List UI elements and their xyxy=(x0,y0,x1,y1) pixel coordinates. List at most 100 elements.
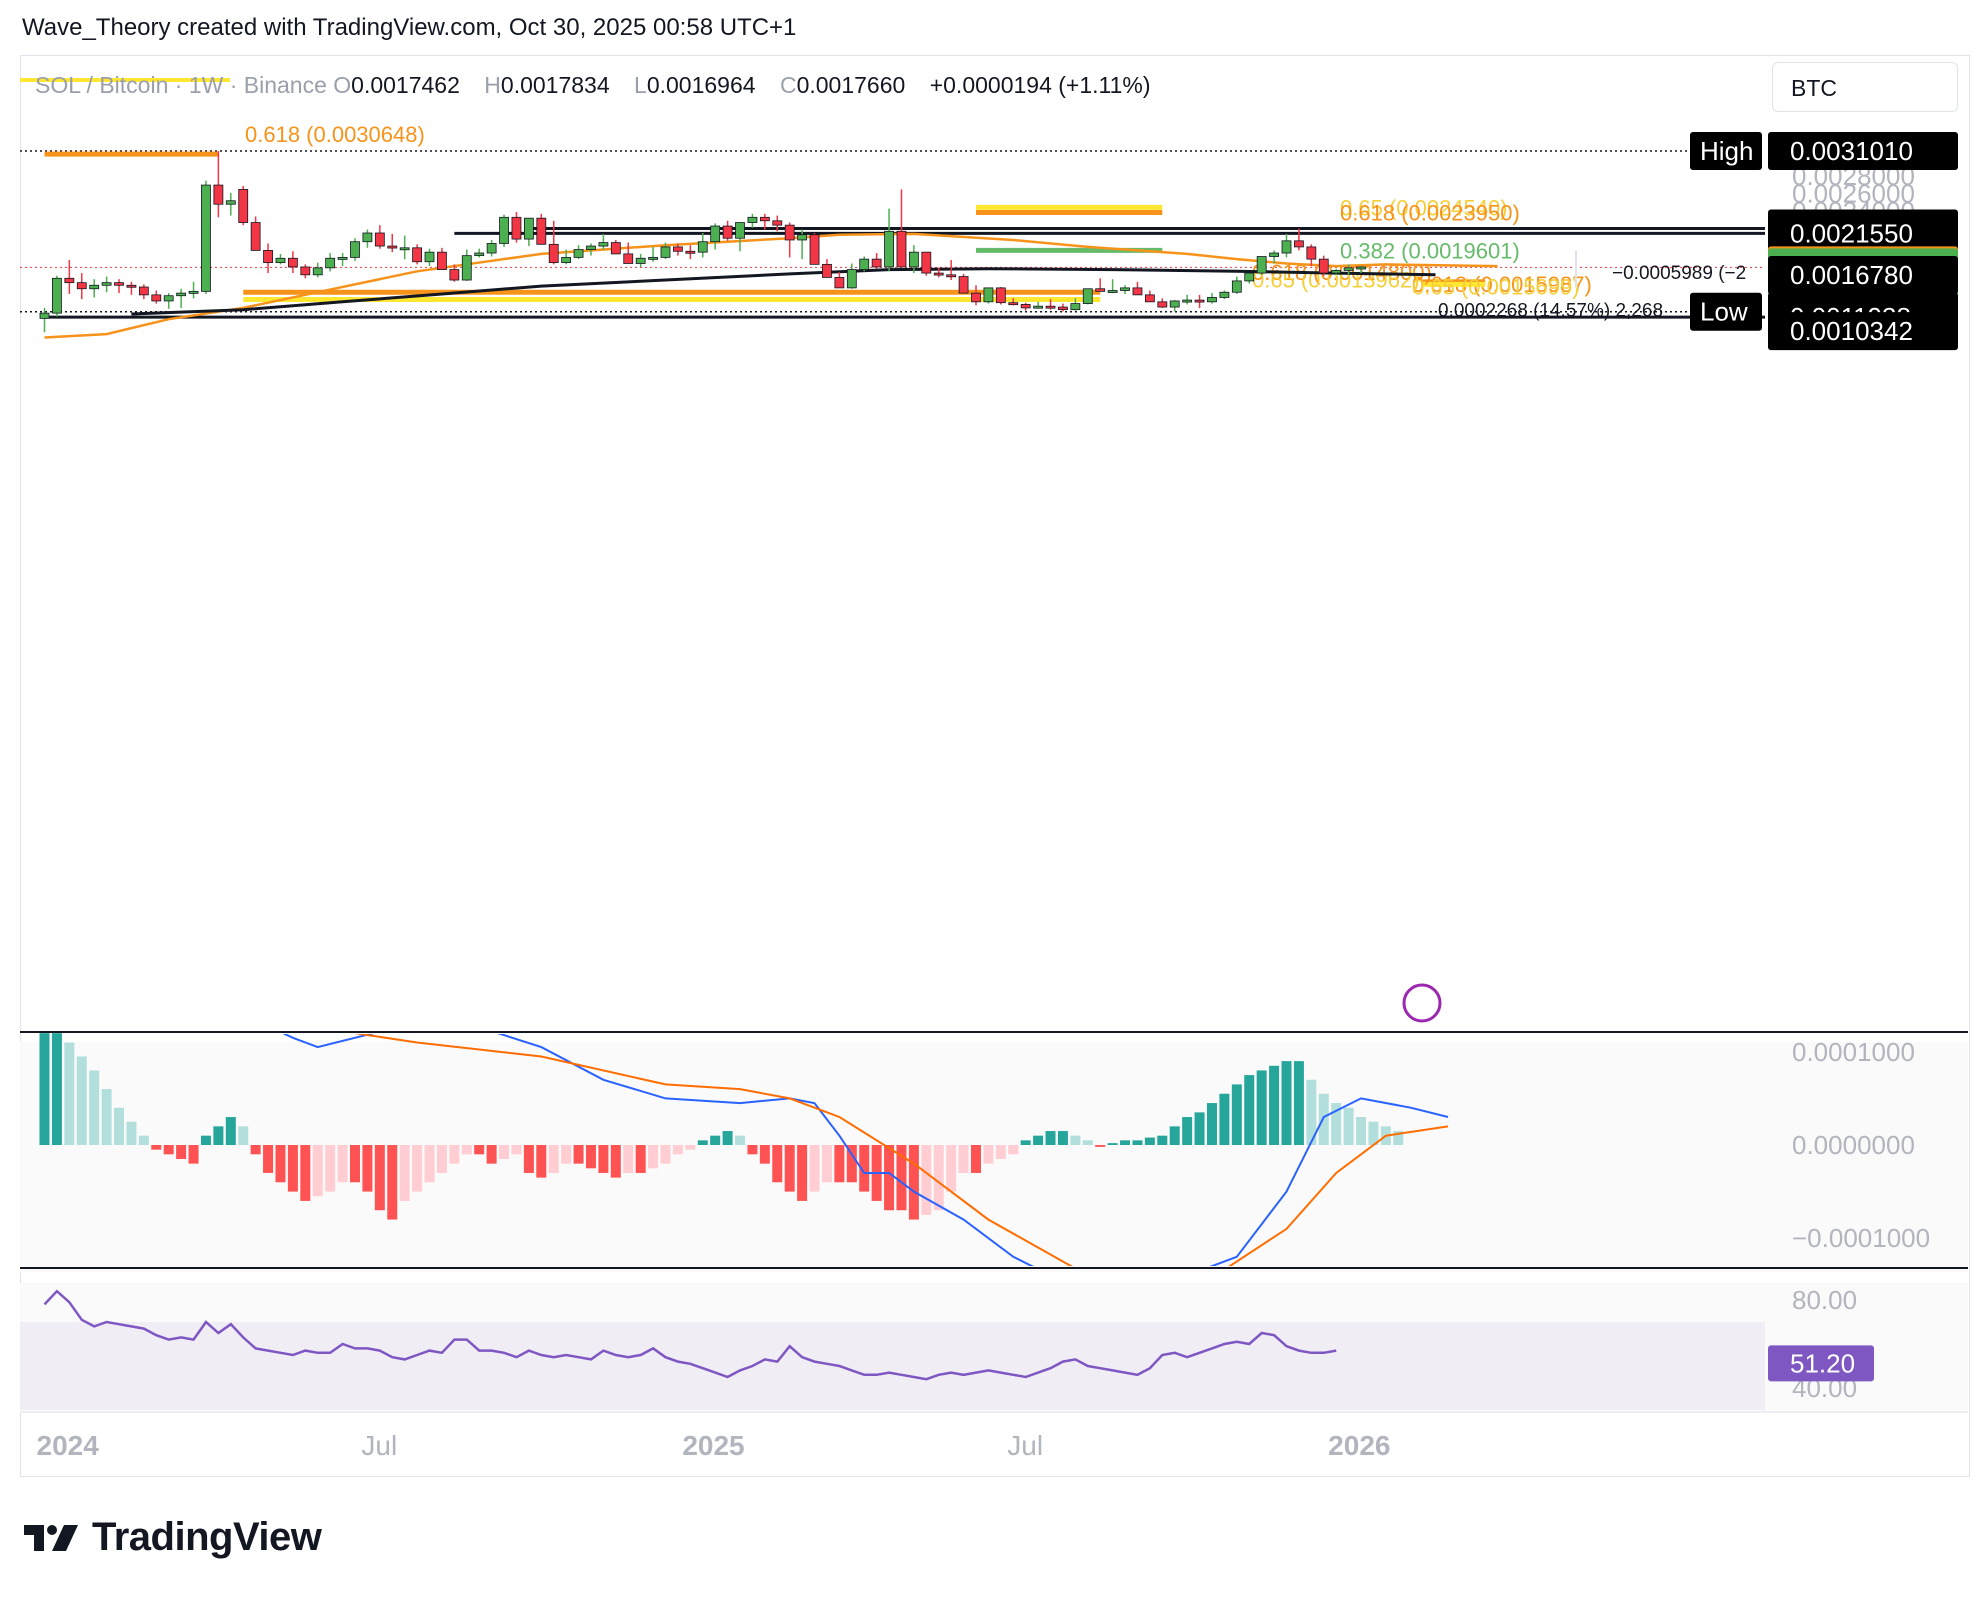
macd-histogram-bar xyxy=(884,1145,895,1211)
macd-histogram-bar xyxy=(1269,1065,1280,1145)
macd-histogram-bar xyxy=(39,1033,50,1145)
candle-down xyxy=(995,287,1006,304)
macd-histogram-bar xyxy=(337,1145,348,1183)
tradingview-logo-icon xyxy=(24,1525,78,1551)
macd-histogram-bar xyxy=(486,1145,497,1164)
candle-down xyxy=(263,250,273,264)
candle-down xyxy=(673,246,683,252)
candle-up xyxy=(1231,280,1242,293)
open-value: 0.0017462 xyxy=(351,72,460,98)
macd-histogram-bar xyxy=(350,1145,360,1183)
fib-level-label: 0.65 (0.0015699) xyxy=(1412,274,1580,299)
macd-histogram-bar xyxy=(64,1042,75,1145)
candle-up xyxy=(1120,287,1130,291)
candle-up xyxy=(859,258,870,270)
candle-down xyxy=(759,216,770,222)
candle-up xyxy=(598,242,609,247)
close-label: C xyxy=(779,72,797,98)
macd-histogram-bar xyxy=(821,1145,832,1183)
candle-up xyxy=(884,230,894,268)
macd-histogram-bar xyxy=(1033,1135,1044,1145)
macd-histogram-bar xyxy=(809,1145,820,1192)
candle-up xyxy=(648,256,658,260)
candle-up xyxy=(846,269,857,289)
measure-label: 0.0002268 (14.57%) 2,268 xyxy=(1438,300,1663,321)
macd-histogram-bar xyxy=(1244,1075,1255,1145)
candle-down xyxy=(449,269,460,281)
macd-histogram-bar xyxy=(561,1145,572,1164)
macd-histogram-bar xyxy=(672,1145,683,1155)
time-axis-label: 2025 xyxy=(682,1430,744,1461)
candle-up xyxy=(1033,305,1043,309)
macd-histogram-bar xyxy=(573,1145,584,1164)
price-axis-badge-value: 0.0031010 xyxy=(1790,136,1913,166)
flash-icon xyxy=(1402,983,1442,1023)
candle-down xyxy=(822,263,832,278)
candle-up xyxy=(660,246,671,258)
rsi-line xyxy=(43,1289,1337,1381)
candle-up xyxy=(337,256,348,260)
fib-level-label: 0.618 (0.0023950) xyxy=(1340,201,1520,226)
candle-down xyxy=(126,284,137,288)
macd-tick-label: −0.0001000 xyxy=(1792,1223,1930,1253)
macd-histogram-bar xyxy=(908,1145,919,1220)
candle-up xyxy=(909,251,919,268)
candle-up xyxy=(635,257,646,264)
candle-up xyxy=(424,251,435,263)
candle-up xyxy=(1070,303,1081,311)
macd-histogram-bar xyxy=(163,1145,174,1155)
symbol-name[interactable]: SOL / Bitcoin · 1W · Binance xyxy=(35,72,327,98)
macd-histogram-bar xyxy=(511,1145,522,1155)
macd-histogram-bar xyxy=(1120,1140,1131,1145)
macd-histogram-bar xyxy=(1020,1140,1031,1145)
candle-up xyxy=(499,216,509,244)
macd-histogram-bar xyxy=(548,1145,559,1173)
macd-histogram-bar xyxy=(536,1145,547,1178)
macd-histogram-bar xyxy=(250,1145,261,1155)
macd-histogram-bar xyxy=(263,1145,274,1173)
price-axis-tag xyxy=(1690,292,1762,331)
macd-histogram-bar xyxy=(499,1145,510,1159)
macd-histogram-bar xyxy=(834,1145,845,1183)
macd-histogram-bar xyxy=(1144,1137,1155,1145)
currency-selector[interactable]: BTC xyxy=(1772,62,1958,112)
candle-up xyxy=(176,292,187,297)
macd-histogram-bar xyxy=(1331,1103,1342,1145)
candle-down xyxy=(946,274,957,278)
macd-histogram-bar xyxy=(660,1145,671,1164)
macd-signal-line xyxy=(353,1034,1449,1266)
candle-up xyxy=(747,216,758,223)
candle-up xyxy=(1256,256,1267,274)
macd-histogram-bar xyxy=(759,1145,770,1164)
macd-histogram-bar xyxy=(610,1145,621,1178)
candle-down xyxy=(1020,304,1031,309)
macd-histogram-bar xyxy=(995,1145,1006,1159)
macd-line xyxy=(282,1034,1449,1266)
symbol-info-bar: SOL / Bitcoin · 1W · Binance O0.0017462 … xyxy=(35,72,1169,99)
candle-up xyxy=(1281,240,1292,254)
macd-histogram-bar xyxy=(896,1145,907,1211)
macd-histogram-bar xyxy=(958,1145,969,1173)
candle-down xyxy=(784,224,795,241)
rsi-band xyxy=(20,1322,1765,1410)
macd-histogram-bar xyxy=(89,1070,100,1145)
candle-up xyxy=(735,222,745,239)
candle-up xyxy=(561,256,572,264)
macd-pane-bg xyxy=(20,1042,1968,1272)
macd-histogram-bar xyxy=(635,1145,646,1173)
macd-histogram-bar xyxy=(176,1145,187,1159)
macd-histogram-bar xyxy=(1095,1145,1106,1147)
candle-up xyxy=(201,184,211,292)
symbol-underline xyxy=(20,78,230,82)
candle-down xyxy=(536,217,547,245)
macd-histogram-bar xyxy=(722,1131,733,1145)
candle-down xyxy=(1294,240,1304,248)
macd-histogram-bar xyxy=(983,1145,994,1164)
price-axis-badge xyxy=(1768,255,1958,294)
macd-histogram-bar xyxy=(101,1089,112,1145)
macd-histogram-bar xyxy=(946,1145,957,1192)
macd-histogram-bar xyxy=(1057,1131,1068,1145)
macd-histogram-bar xyxy=(1231,1084,1242,1145)
candle-up xyxy=(1182,299,1193,303)
